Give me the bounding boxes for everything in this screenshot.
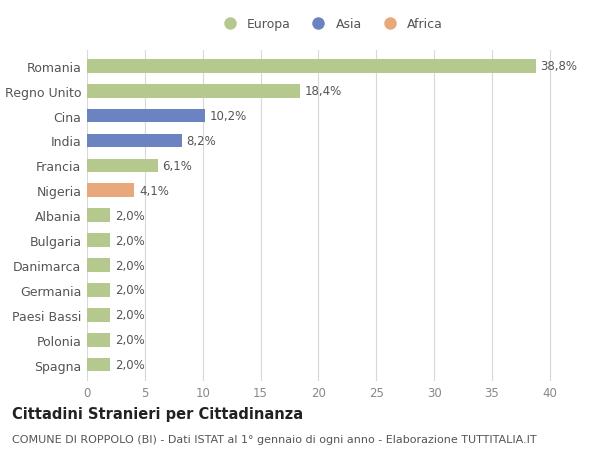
Text: 4,1%: 4,1% xyxy=(139,185,169,197)
Text: 18,4%: 18,4% xyxy=(305,85,342,98)
Text: 2,0%: 2,0% xyxy=(115,234,145,247)
Bar xyxy=(87,84,300,98)
Text: 6,1%: 6,1% xyxy=(162,160,192,173)
Text: Cittadini Stranieri per Cittadinanza: Cittadini Stranieri per Cittadinanza xyxy=(12,406,303,421)
Bar xyxy=(87,258,110,272)
Text: 8,2%: 8,2% xyxy=(187,134,216,148)
Text: 2,0%: 2,0% xyxy=(115,259,145,272)
Bar xyxy=(87,209,110,223)
Bar xyxy=(87,284,110,297)
Bar xyxy=(87,159,158,173)
Bar xyxy=(87,60,536,73)
Text: COMUNE DI ROPPOLO (BI) - Dati ISTAT al 1° gennaio di ogni anno - Elaborazione TU: COMUNE DI ROPPOLO (BI) - Dati ISTAT al 1… xyxy=(12,434,536,444)
Text: 2,0%: 2,0% xyxy=(115,284,145,297)
Text: 2,0%: 2,0% xyxy=(115,334,145,347)
Bar xyxy=(87,134,182,148)
Bar xyxy=(87,110,205,123)
Bar xyxy=(87,184,134,198)
Text: 10,2%: 10,2% xyxy=(209,110,247,123)
Legend: Europa, Asia, Africa: Europa, Asia, Africa xyxy=(217,18,443,31)
Bar xyxy=(87,333,110,347)
Bar xyxy=(87,308,110,322)
Text: 2,0%: 2,0% xyxy=(115,308,145,322)
Text: 2,0%: 2,0% xyxy=(115,209,145,222)
Bar xyxy=(87,234,110,247)
Text: 2,0%: 2,0% xyxy=(115,358,145,371)
Bar xyxy=(87,358,110,372)
Text: 38,8%: 38,8% xyxy=(541,60,578,73)
